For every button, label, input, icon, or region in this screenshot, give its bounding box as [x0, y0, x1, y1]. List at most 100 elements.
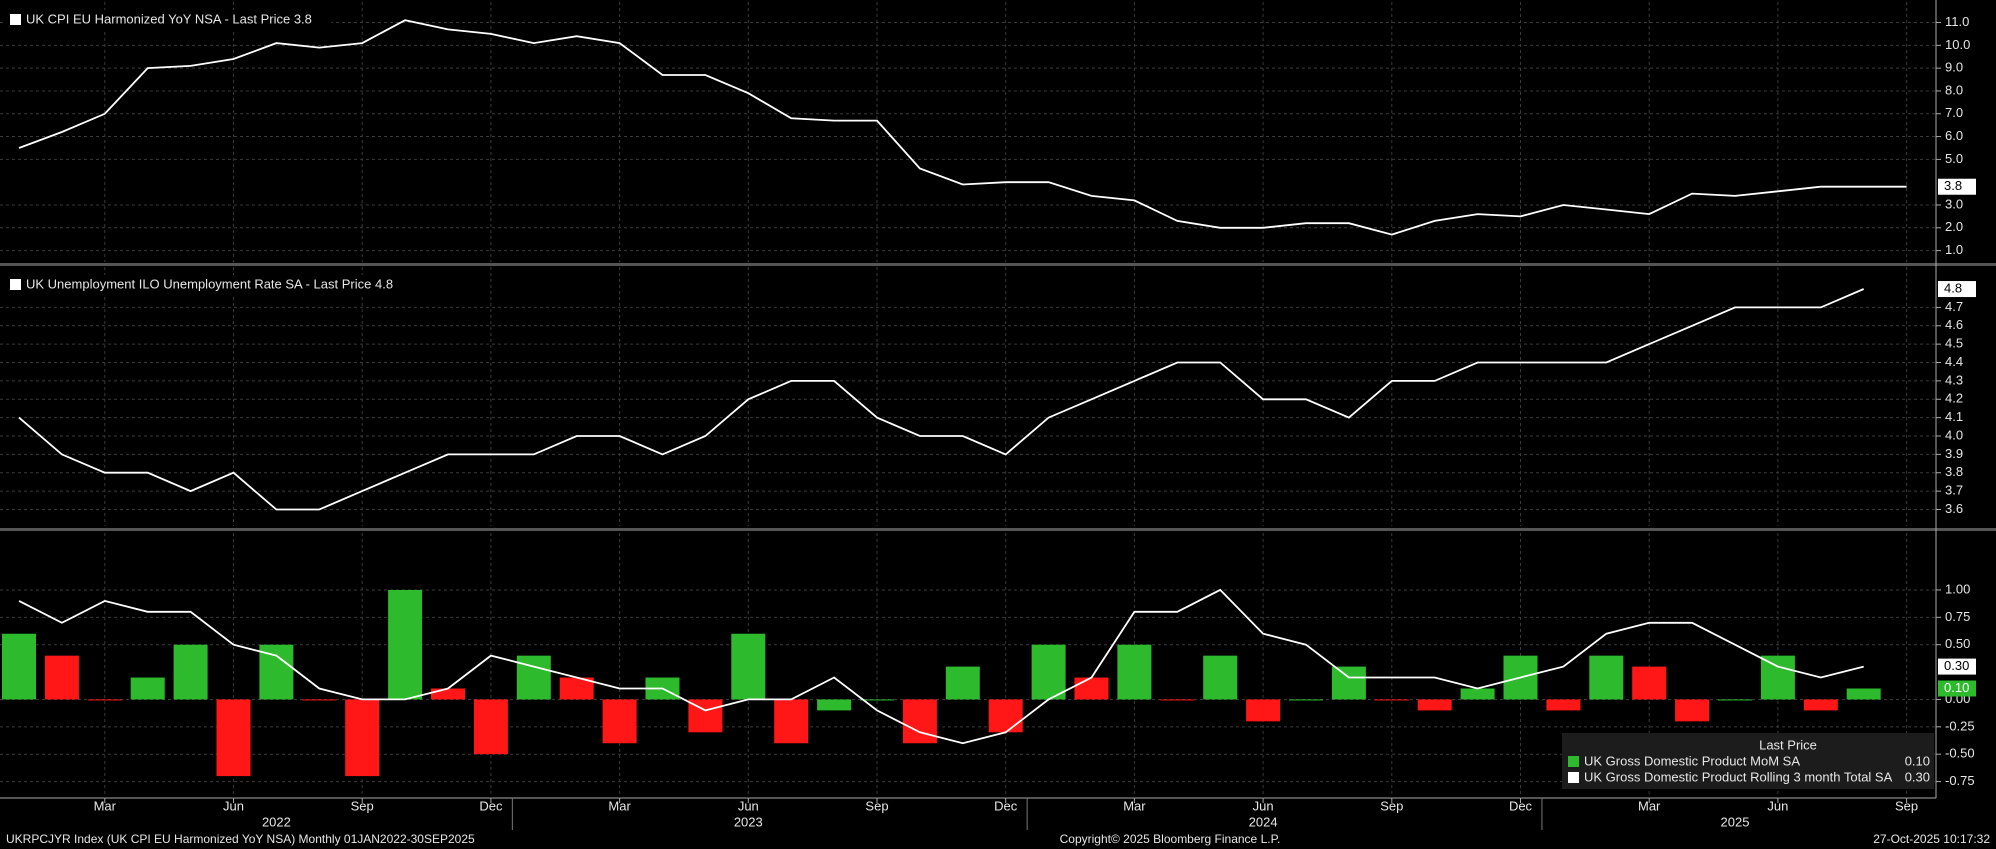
- last-value-label: 0.10: [1944, 680, 1969, 695]
- y-tick-label: 4.0: [1945, 427, 1963, 442]
- year-label: 2023: [734, 814, 763, 829]
- legend-bg: [4, 10, 332, 30]
- year-label: 2022: [262, 814, 291, 829]
- bar: [1718, 699, 1752, 701]
- y-tick-label: 4.2: [1945, 391, 1963, 406]
- x-tick-label: Mar: [94, 798, 117, 813]
- y-tick-label: 4.7: [1945, 299, 1963, 314]
- bar: [1675, 699, 1710, 722]
- y-tick-label: 7.0: [1945, 105, 1963, 120]
- bar: [173, 644, 208, 700]
- x-tick-label: Mar: [608, 798, 631, 813]
- x-tick-label: Sep: [1380, 798, 1403, 813]
- bar: [216, 699, 251, 777]
- last-value-label: 0.30: [1944, 658, 1969, 673]
- y-tick-label: 6.0: [1945, 128, 1963, 143]
- bar: [1546, 699, 1581, 711]
- bar: [1031, 644, 1066, 700]
- bar: [945, 666, 980, 700]
- y-tick-label: 4.4: [1945, 354, 1963, 369]
- y-tick-label: 2.0: [1945, 219, 1963, 234]
- bar: [516, 655, 551, 700]
- bar: [559, 677, 594, 700]
- bar: [602, 699, 637, 744]
- x-tick-label: Sep: [1895, 798, 1918, 813]
- bar: [1331, 666, 1366, 700]
- bar: [1074, 677, 1109, 700]
- last-value-box: [1938, 178, 1976, 195]
- y-tick-label: 0.50: [1945, 636, 1970, 651]
- y-tick-label: 1.00: [1945, 581, 1970, 596]
- panel-separator: [0, 528, 1996, 531]
- y-tick-label: 9.0: [1945, 60, 1963, 75]
- year-label: 2025: [1721, 814, 1750, 829]
- bar: [2, 633, 36, 700]
- bar: [1203, 655, 1238, 700]
- y-tick-label: 3.6: [1945, 501, 1963, 516]
- bar: [817, 699, 852, 711]
- x-tick-label: Sep: [865, 798, 888, 813]
- last-value-box: [1938, 658, 1976, 675]
- bar: [731, 633, 766, 700]
- bar: [988, 699, 1023, 733]
- y-tick-label: -0.25: [1945, 718, 1975, 733]
- last-value-box: [1938, 680, 1976, 697]
- x-tick-label: Mar: [1638, 798, 1661, 813]
- panel-separator: [0, 263, 1996, 266]
- bar: [44, 655, 79, 700]
- bar: [1289, 699, 1323, 701]
- x-tick-label: Dec: [479, 798, 503, 813]
- legend-label: UK Gross Domestic Product Rolling 3 mont…: [1584, 769, 1893, 784]
- y-tick-label: -0.75: [1945, 773, 1975, 788]
- x-tick-label: Jun: [1767, 798, 1788, 813]
- y-tick-label: 3.0: [1945, 196, 1963, 211]
- y-tick-label: 4.1: [1945, 409, 1963, 424]
- bar: [1632, 666, 1667, 700]
- legend-label: UK CPI EU Harmonized YoY NSA - Last Pric…: [26, 11, 312, 26]
- legend-value: 0.30: [1905, 769, 1930, 784]
- legend-bg: [4, 275, 417, 295]
- bar: [130, 677, 165, 700]
- footer-center: Copyright© 2025 Bloomberg Finance L.P.: [1060, 832, 1281, 846]
- last-value-label: 4.8: [1944, 280, 1962, 295]
- legend-swatch: [1568, 756, 1579, 767]
- footer-right: 27-Oct-2025 10:17:32: [1873, 832, 1990, 846]
- y-tick-label: 0.75: [1945, 609, 1970, 624]
- bar: [774, 699, 809, 744]
- bar: [388, 589, 423, 700]
- bar: [302, 699, 337, 701]
- legend-swatch: [10, 279, 21, 290]
- legend-swatch: [1568, 772, 1579, 783]
- y-tick-label: 1.0: [1945, 242, 1963, 257]
- x-tick-label: Jun: [1253, 798, 1274, 813]
- y-tick-label: -0.50: [1945, 746, 1975, 761]
- bar: [860, 699, 894, 701]
- legend-title: Last Price: [1759, 737, 1817, 752]
- year-label: 2024: [1249, 814, 1278, 829]
- line: [18, 288, 1865, 511]
- bar: [1460, 688, 1495, 700]
- y-tick-label: 4.6: [1945, 317, 1963, 332]
- bar: [1760, 655, 1795, 700]
- bar: [1846, 688, 1881, 700]
- y-tick-label: 5.0: [1945, 151, 1963, 166]
- legend-value: 0.10: [1905, 753, 1930, 768]
- line: [18, 588, 1864, 745]
- legend-label: UK Unemployment ILO Unemployment Rate SA…: [26, 276, 393, 291]
- x-tick-label: Mar: [1123, 798, 1146, 813]
- bar: [431, 688, 465, 700]
- bar: [1589, 655, 1624, 700]
- y-tick-label: 11.0: [1945, 14, 1969, 29]
- line: [18, 19, 1907, 236]
- bar: [87, 699, 122, 701]
- y-tick-label: 3.7: [1945, 483, 1963, 498]
- x-tick-label: Jun: [223, 798, 244, 813]
- bar: [1246, 699, 1281, 722]
- x-tick-label: Dec: [1509, 798, 1533, 813]
- bar: [1374, 699, 1409, 701]
- bar: [1417, 699, 1452, 711]
- y-tick-label: 4.5: [1945, 336, 1963, 351]
- bar: [259, 644, 294, 700]
